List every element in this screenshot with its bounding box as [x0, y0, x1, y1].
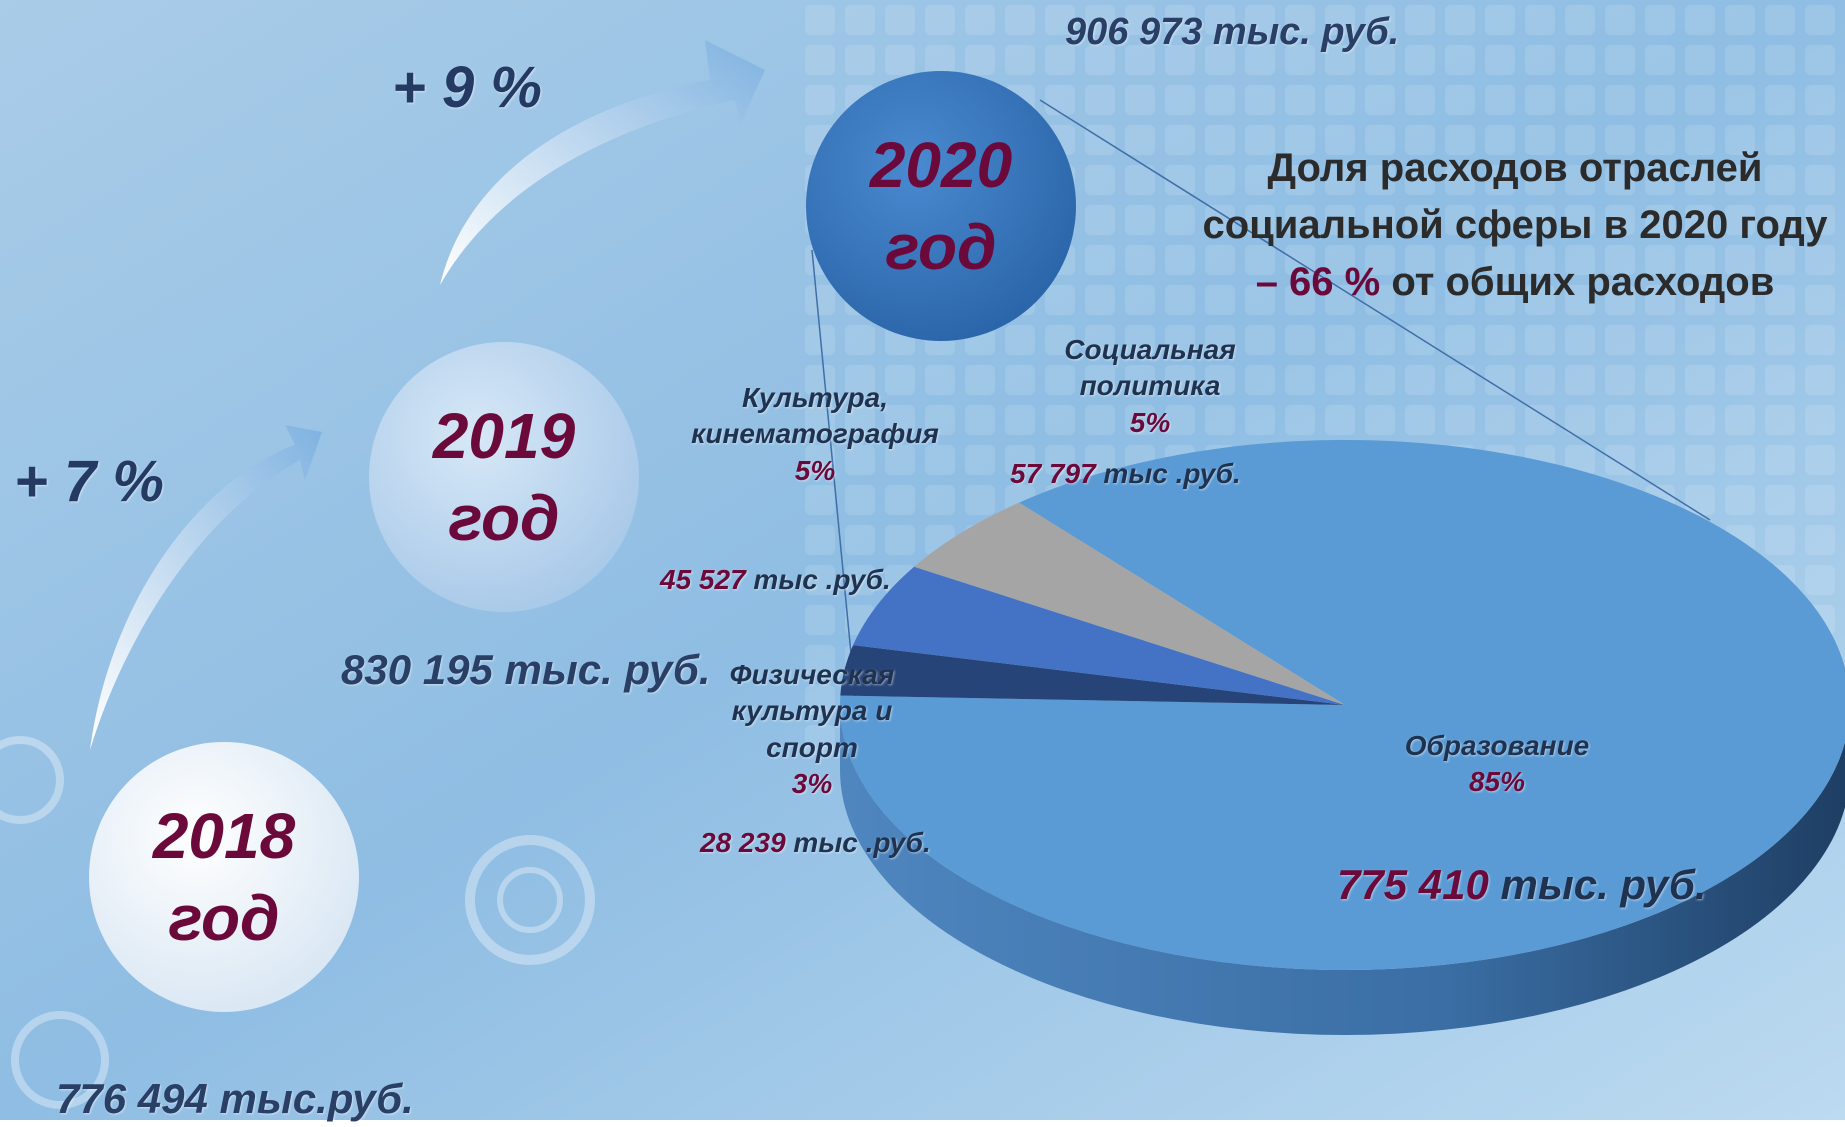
year: 2019: [369, 395, 639, 477]
category-name: Культура, кинематография: [690, 380, 940, 453]
amount-label: 775 410 тыс. руб.: [1337, 858, 1797, 913]
value-label: 5%: [690, 453, 940, 489]
category-name: Образование: [1337, 728, 1657, 764]
category-name: Социальная политика: [1030, 332, 1270, 405]
title-text: Доля расходов отраслей социальной сферы …: [1202, 146, 1827, 247]
year-unit: год: [89, 877, 359, 959]
chart-title: Доля расходов отраслей социальной сферы …: [1180, 140, 1845, 311]
year-amount-text: 830 195 тыс. руб.: [341, 646, 711, 693]
title-highlight: – 66 %: [1256, 260, 1381, 304]
category-name: Физическая культура и спорт: [702, 657, 922, 766]
year-amount: 830 195 тыс. руб.: [341, 643, 711, 698]
year-amount: 776 494 тыс.руб.: [56, 1072, 414, 1127]
amount-unit: тыс. руб.: [1501, 861, 1707, 908]
amount-value: 45 527: [660, 564, 746, 595]
value-label: 5%: [1030, 405, 1270, 441]
title-tail: от общих расходов: [1391, 260, 1774, 304]
growth-label: + 9 %: [392, 50, 542, 125]
amount-label: 28 239 тыс .руб.: [700, 825, 1000, 861]
amount-unit: тыс .руб.: [753, 564, 890, 595]
amount-value: 28 239: [700, 827, 786, 858]
amount-label: 57 797 тыс .руб.: [1010, 456, 1310, 492]
year-amount-text: 906 973 тыс. руб.: [1065, 11, 1399, 53]
amount-label: 45 527 тыс .руб.: [660, 562, 960, 598]
year-amount: 906 973 тыс. руб.: [1065, 8, 1399, 57]
year: 2018: [89, 795, 359, 877]
amount-unit: тыс .руб.: [793, 827, 930, 858]
amount-value: 775 410: [1337, 861, 1489, 908]
year-amount-text: 776 494 тыс.руб.: [56, 1075, 414, 1122]
growth-text: + 9 %: [392, 55, 542, 120]
year-unit: год: [806, 206, 1076, 288]
amount-unit: тыс .руб.: [1103, 458, 1240, 489]
year: 2020: [806, 124, 1076, 206]
value-label: 3%: [702, 766, 922, 802]
year-unit: год: [369, 477, 639, 559]
growth-label: + 7 %: [14, 444, 164, 519]
slide: Доля расходов отраслей социальной сферы …: [0, 0, 1845, 1120]
amount-value: 57 797: [1010, 458, 1096, 489]
growth-text: + 7 %: [14, 449, 164, 514]
value-label: 85%: [1337, 764, 1657, 800]
